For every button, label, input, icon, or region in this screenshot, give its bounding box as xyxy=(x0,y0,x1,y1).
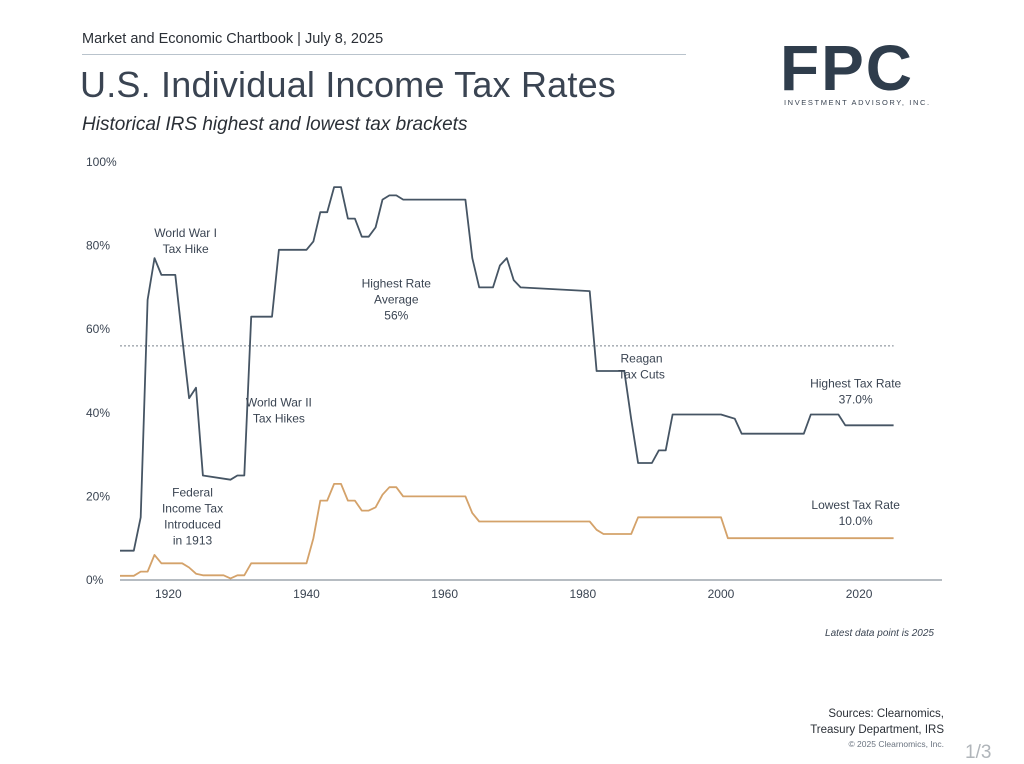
annotation-federal: Federal Income Tax Introduced in 1913 xyxy=(162,485,223,547)
annotation-line: 56% xyxy=(384,308,408,322)
x-tick-label: 2020 xyxy=(846,587,873,601)
highest-rate-line xyxy=(120,186,894,552)
chart-annotations: World War I Tax Hike Highest Rate Average 56… xyxy=(154,226,901,547)
fpc-logo: FPC xyxy=(780,34,914,104)
annotation-line: Tax Cuts xyxy=(618,368,665,382)
annotation-line: World War II xyxy=(246,396,312,410)
page-title: U.S. Individual Income Tax Rates xyxy=(80,64,616,105)
annotation-ww2: World War II Tax Hikes xyxy=(246,396,312,426)
annotation-line: World War I xyxy=(154,226,217,240)
chartbook-header: Market and Economic Chartbook | July 8, … xyxy=(82,31,384,47)
x-tick-label: 2000 xyxy=(708,587,735,601)
annotation-line: Highest Rate xyxy=(362,276,432,290)
y-tick-label: 20% xyxy=(86,489,110,503)
y-tick-label: 100% xyxy=(86,155,117,169)
annotation-line: Reagan xyxy=(620,352,662,366)
x-tick-label: 1960 xyxy=(431,587,458,601)
annotation-line: Tax Hike xyxy=(163,242,209,256)
sources-line-1: Sources: Clearnomics, xyxy=(828,708,944,720)
annotation-line: Highest Tax Rate xyxy=(810,377,901,391)
page-number: 1/3 xyxy=(965,742,992,763)
annotation-ww1: World War I Tax Hike xyxy=(154,226,217,256)
annotation-avg: Highest Rate Average 56% xyxy=(362,276,432,322)
latest-data-note: Latest data point is 2025 xyxy=(825,628,934,639)
annotation-line: Introduced xyxy=(164,517,221,531)
annotation-line: 10.0% xyxy=(839,514,873,528)
x-tick-label: 1920 xyxy=(155,587,182,601)
annotation-line: 37.0% xyxy=(839,393,873,407)
annotation-line: Average xyxy=(374,292,419,306)
annotation-line: Lowest Tax Rate xyxy=(811,498,900,512)
logo-subtext: INVESTMENT ADVISORY, INC. xyxy=(784,98,931,107)
y-tick-label: 60% xyxy=(86,322,110,336)
x-tick-label: 1980 xyxy=(569,587,596,601)
copyright: © 2025 Clearnomics, Inc. xyxy=(848,739,944,749)
chart-marks xyxy=(120,186,894,580)
sources-line-2: Treasury Department, IRS xyxy=(810,724,944,736)
annotation-line: Tax Hikes xyxy=(253,412,305,426)
page-subtitle: Historical IRS highest and lowest tax br… xyxy=(82,114,468,135)
y-tick-label: 80% xyxy=(86,239,110,253)
y-tick-label: 0% xyxy=(86,573,104,587)
x-tick-label: 1940 xyxy=(293,587,320,601)
lowest-rate-line xyxy=(120,483,894,580)
header-divider xyxy=(82,54,686,55)
annotation-line: Income Tax xyxy=(162,501,223,515)
annotation-line: in 1913 xyxy=(173,533,213,547)
y-tick-label: 40% xyxy=(86,406,110,420)
annotation-lowest: Lowest Tax Rate 10.0% xyxy=(811,498,900,528)
chart-axes: 0% 20% 40% 60% 80% 100% 1920 1940 1960 1980 2000 20… xyxy=(86,155,942,601)
annotation-highest: Highest Tax Rate 37.0% xyxy=(810,377,901,407)
annotation-reagan: Reagan Tax Cuts xyxy=(618,352,665,382)
logo-text: FPC xyxy=(780,34,914,104)
sources: Sources: Clearnomics, Treasury Departmen… xyxy=(810,706,944,738)
annotation-line: Federal xyxy=(172,485,213,499)
